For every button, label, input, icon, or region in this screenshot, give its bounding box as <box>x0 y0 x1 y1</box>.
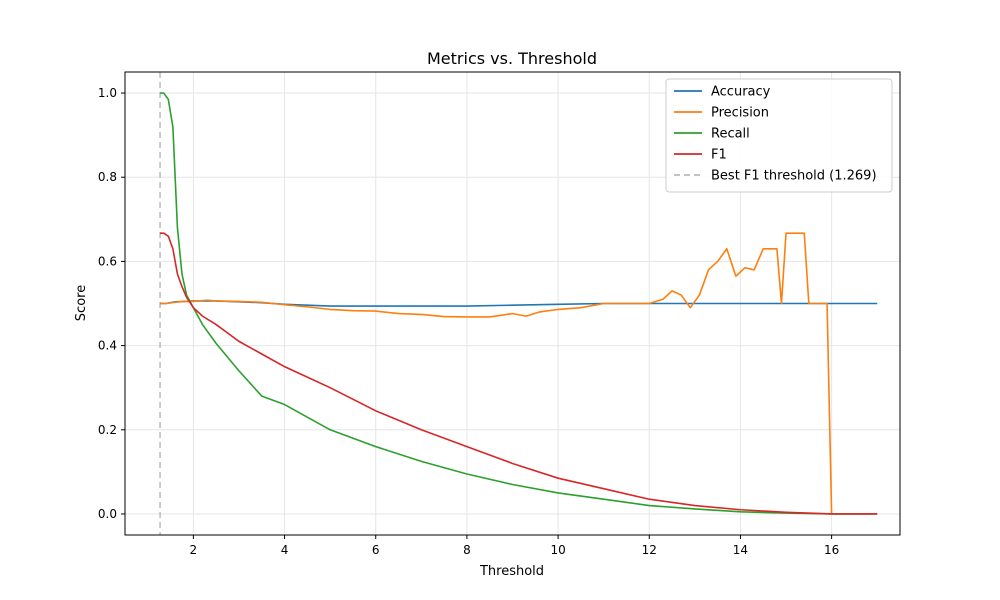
x-tick-label: 14 <box>733 543 748 557</box>
y-tick-label: 0.6 <box>98 254 117 268</box>
ticks-layer: 2 4 6 8 10 12 14 16 0.0 0.2 0.4 0.6 0.8 1.0 <box>98 86 839 557</box>
y-tick-label: 0.0 <box>98 507 117 521</box>
x-tick-label: 16 <box>824 543 839 557</box>
y-tick-label: 0.8 <box>98 170 117 184</box>
legend-label: Recall <box>711 127 750 142</box>
chart-title: Metrics vs. Threshold <box>427 49 597 68</box>
legend-label: Best F1 threshold (1.269) <box>711 169 877 184</box>
x-tick-label: 4 <box>281 543 289 557</box>
x-tick-label: 2 <box>190 543 198 557</box>
series-line-f1 <box>160 232 878 515</box>
legend-label: F1 <box>711 148 727 163</box>
plot-frame <box>124 71 901 536</box>
legend-label: Accuracy <box>711 85 771 100</box>
y-tick-label: 0.4 <box>98 339 117 353</box>
y-axis-label: Score <box>74 285 89 321</box>
legend-box <box>665 78 893 193</box>
x-tick-label: 12 <box>642 543 657 557</box>
series-line-precision <box>160 232 833 514</box>
x-tick-label: 10 <box>550 543 565 557</box>
x-axis-label: Threshold <box>479 564 544 579</box>
legend: Accuracy Precision Recall F1 Best F1 thresho… <box>665 78 893 193</box>
x-tick-label: 6 <box>372 543 380 557</box>
legend-label: Precision <box>711 106 769 121</box>
x-tick-label: 8 <box>463 543 471 557</box>
series-line-recall <box>160 92 878 515</box>
y-tick-label: 1.0 <box>98 86 117 100</box>
y-tick-label: 0.2 <box>98 423 117 437</box>
series-layer <box>159 72 878 535</box>
